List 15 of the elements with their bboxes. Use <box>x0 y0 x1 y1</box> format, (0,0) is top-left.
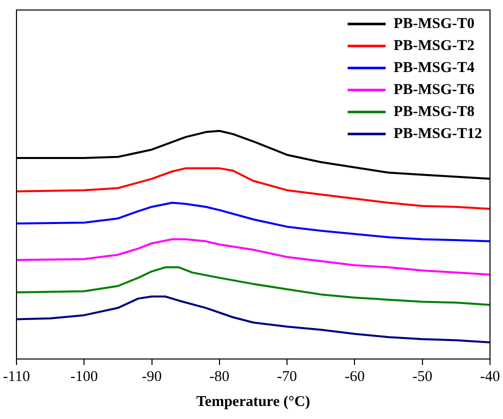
x-tick-label: -90 <box>142 368 162 385</box>
legend-label: PB-MSG-T6 <box>394 82 475 98</box>
legend-label: PB-MSG-T4 <box>394 60 475 76</box>
x-tick-label: -80 <box>209 368 230 385</box>
x-tick-label: -50 <box>412 368 432 385</box>
legend-label: PB-MSG-T12 <box>394 126 482 142</box>
legend-label: PB-MSG-T8 <box>394 104 475 120</box>
x-tick-label: -110 <box>2 368 30 385</box>
x-tick-label: -100 <box>70 368 98 385</box>
x-tick-label: -70 <box>277 368 298 385</box>
x-tick-label: -40 <box>480 368 500 385</box>
x-axis-title: Temperature (°C) <box>196 394 310 410</box>
legend-label: PB-MSG-T0 <box>394 16 475 32</box>
x-tick-label: -60 <box>344 368 365 385</box>
legend-label: PB-MSG-T2 <box>394 38 475 54</box>
